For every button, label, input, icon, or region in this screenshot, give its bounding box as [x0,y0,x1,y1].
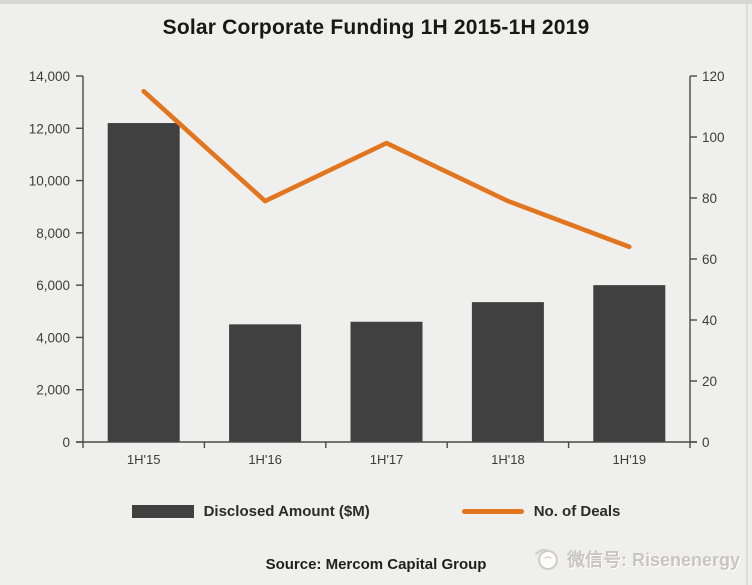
bar-series-swatch [131,505,194,518]
legend-item-deals: No. of Deals [461,503,621,520]
legend-label-disclosed-amount: Disclosed Amount ($M) [203,503,370,520]
y-axis-right-tick-label: 120 [702,69,725,84]
chart-title: Solar Corporate Funding 1H 2015-1H 2019 [162,16,590,39]
x-axis-category-label: 1H'15 [127,452,161,467]
legend-label-deals: No. of Deals [533,503,621,520]
funding-bar-1H'19 [593,285,666,442]
y-axis-left-tick-label: 12,000 [29,121,70,136]
x-axis-category-label: 1H'17 [370,452,404,467]
y-axis-right-tick-label: 100 [702,130,725,145]
y-axis-left-tick-label: 4,000 [36,330,70,345]
risenenergy-sun-logo-icon [534,548,558,570]
y-axis-left-tick-label: 8,000 [36,226,70,241]
y-axis-right-tick-label: 80 [702,191,717,206]
y-axis-left-tick-label: 0 [62,435,70,450]
legend-item-disclosed-amount: Disclosed Amount ($M) [131,503,370,520]
y-axis-left-tick-label: 6,000 [36,278,70,293]
y-axis-right-tick-label: 0 [702,435,710,450]
y-axis-left-tick-label: 14,000 [29,69,70,84]
y-axis-right-tick-label: 20 [702,374,717,389]
y-axis-right-tick-label: 40 [702,313,717,328]
x-axis-category-label: 1H'19 [613,452,647,467]
funding-bar-1H'17 [350,321,423,442]
watermark-text: 微信号: Risenenergy [566,550,740,570]
funding-bar-1H'18 [471,302,544,442]
line-series-swatch [461,509,524,514]
chart-svg: 0 2,000 4,000 6,000 8,000 10,000 12,000 14,000 0… [29,69,725,467]
watermark: 微信号: Risenenergy [533,545,740,573]
chart-legend: Disclosed Amount ($M) No. of Deals [0,503,752,520]
deals-line [141,88,632,250]
y-axis-left-tick-label: 10,000 [29,174,70,189]
funding-bar-1H'15 [107,123,180,443]
x-axis-category-label: 1H'16 [248,452,282,467]
y-axis-right-tick-label: 60 [702,252,717,267]
x-axis-category-label: 1H'18 [491,452,525,467]
funding-bar-1H'16 [229,324,302,442]
y-axis-left-tick-label: 2,000 [36,383,70,398]
source-text: Source: Mercom Capital Group [265,556,487,573]
